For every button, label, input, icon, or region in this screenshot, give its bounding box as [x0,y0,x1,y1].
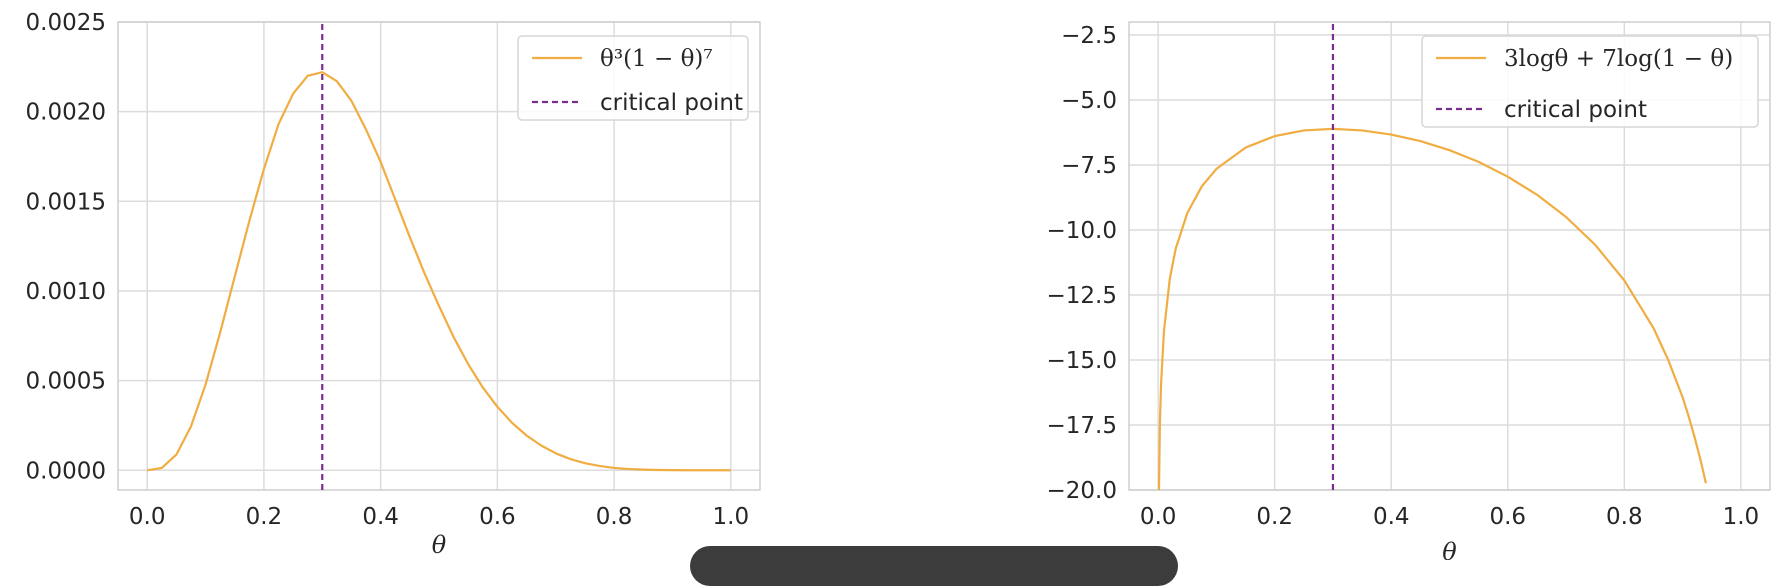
x-tick-label: 0.4 [362,504,399,530]
y-tick-label: 0.0015 [26,189,106,215]
x-tick-label: 0.0 [129,504,166,530]
function-curve [147,71,731,472]
plot-frame [1128,21,1771,491]
x-tick-label: 0.2 [246,504,283,530]
x-tick-label: 0.2 [1256,504,1293,530]
x-tick-label: 1.0 [713,504,750,530]
y-tick-label: 0.0025 [26,10,106,36]
chart-log-likelihood: 0.0 0.2 0.4 0.6 0.8 1.0 −20.0 −17.5 −15.0 −12.5 −1… [1047,21,1771,560]
legend: θ³(1 − θ)⁷ critical point [517,35,749,121]
figure: 0.0 0.2 0.4 0.6 0.8 1.00.00000.00050.00100.00… [26,10,1771,560]
legend-box [1421,35,1759,128]
legend-entry-label: critical point [600,90,743,116]
floating-toolbar[interactable] [690,546,1178,586]
legend-entry-label: θ³(1 − θ)⁷ [600,46,713,72]
y-tick-label: −2.5 [1061,23,1117,49]
y-tick-label: 0.0005 [26,369,106,395]
y-tick-label: −12.5 [1047,283,1117,309]
function-curve [1157,127,1707,490]
plot-area [147,22,731,490]
x-axis-label: θ [1442,538,1457,560]
x-tick-label: 0.4 [1373,504,1410,530]
x-tick-label: 1.0 [1723,504,1760,530]
x-tick-label: 0.8 [596,504,633,530]
y-tick-label: −7.5 [1061,153,1117,179]
plot-frame [117,21,761,491]
x-tick-label: 0.6 [1489,504,1526,530]
y-tick-label: 0.0020 [26,100,106,126]
plot-area [1157,22,1707,490]
x-tick-label: 0.8 [1606,504,1643,530]
x-tick-label: 0.6 [479,504,516,530]
chart-likelihood: 0.0 0.2 0.4 0.6 0.8 1.0 0.0000 0.0005 0.0010 0.00… [26,10,761,559]
y-tick-label: −5.0 [1061,88,1117,114]
y-tick-label: −15.0 [1047,348,1117,374]
legend-entry-label: critical point [1504,97,1647,123]
y-tick-label: −17.5 [1047,413,1117,439]
x-axis-label: θ [432,531,447,559]
y-tick-label: 0.0010 [26,279,106,305]
legend-entry-label: 3logθ + 7log(1 − θ) [1504,46,1733,72]
y-tick-label: −20.0 [1047,478,1117,504]
legend: 3logθ + 7log(1 − θ) critical point [1421,35,1759,128]
x-tick-label: 0.0 [1140,504,1177,530]
y-tick-label: 0.0000 [26,458,106,484]
y-tick-label: −10.0 [1047,218,1117,244]
